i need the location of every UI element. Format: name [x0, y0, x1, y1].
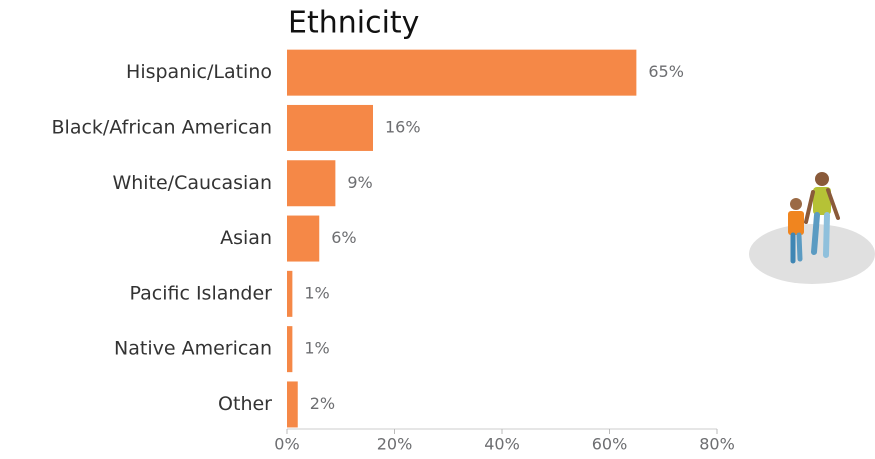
- value-label: 65%: [648, 62, 684, 81]
- category-label: White/Caucasian: [112, 172, 272, 194]
- value-label: 1%: [304, 283, 329, 302]
- value-label: 16%: [385, 117, 421, 136]
- bar: [287, 326, 293, 373]
- category-label: Black/African American: [52, 116, 273, 138]
- bar: [287, 215, 320, 262]
- child-leg: [796, 232, 803, 262]
- value-label: 2%: [310, 394, 335, 413]
- value-label: 9%: [347, 173, 372, 192]
- adult-arm: [826, 188, 840, 220]
- bar: [287, 160, 336, 207]
- category-label: Other: [218, 393, 272, 415]
- x-tick-label: 80%: [699, 435, 735, 454]
- category-label: Asian: [220, 227, 272, 249]
- x-tick-label: 20%: [377, 435, 413, 454]
- bar: [287, 381, 298, 428]
- category-label: Pacific Islander: [130, 282, 273, 304]
- adult-arm: [804, 190, 815, 224]
- adult-head: [815, 172, 829, 186]
- bar: [287, 104, 373, 151]
- x-tick-label: 0%: [274, 435, 299, 454]
- bar: [287, 49, 637, 96]
- people-illustration: [749, 172, 875, 284]
- bar: [287, 270, 293, 317]
- child-body: [788, 211, 804, 235]
- adult-leg: [823, 212, 830, 258]
- chart-title: Ethnicity: [288, 6, 419, 41]
- category-label: Native American: [114, 338, 272, 360]
- x-tick-label: 60%: [592, 435, 628, 454]
- x-tick-label: 40%: [484, 435, 520, 454]
- adult-body: [813, 187, 831, 215]
- value-label: 6%: [331, 228, 356, 247]
- child-head: [790, 198, 802, 210]
- value-label: 1%: [304, 339, 329, 358]
- category-label: Hispanic/Latino: [126, 61, 272, 83]
- adult-leg: [811, 212, 820, 255]
